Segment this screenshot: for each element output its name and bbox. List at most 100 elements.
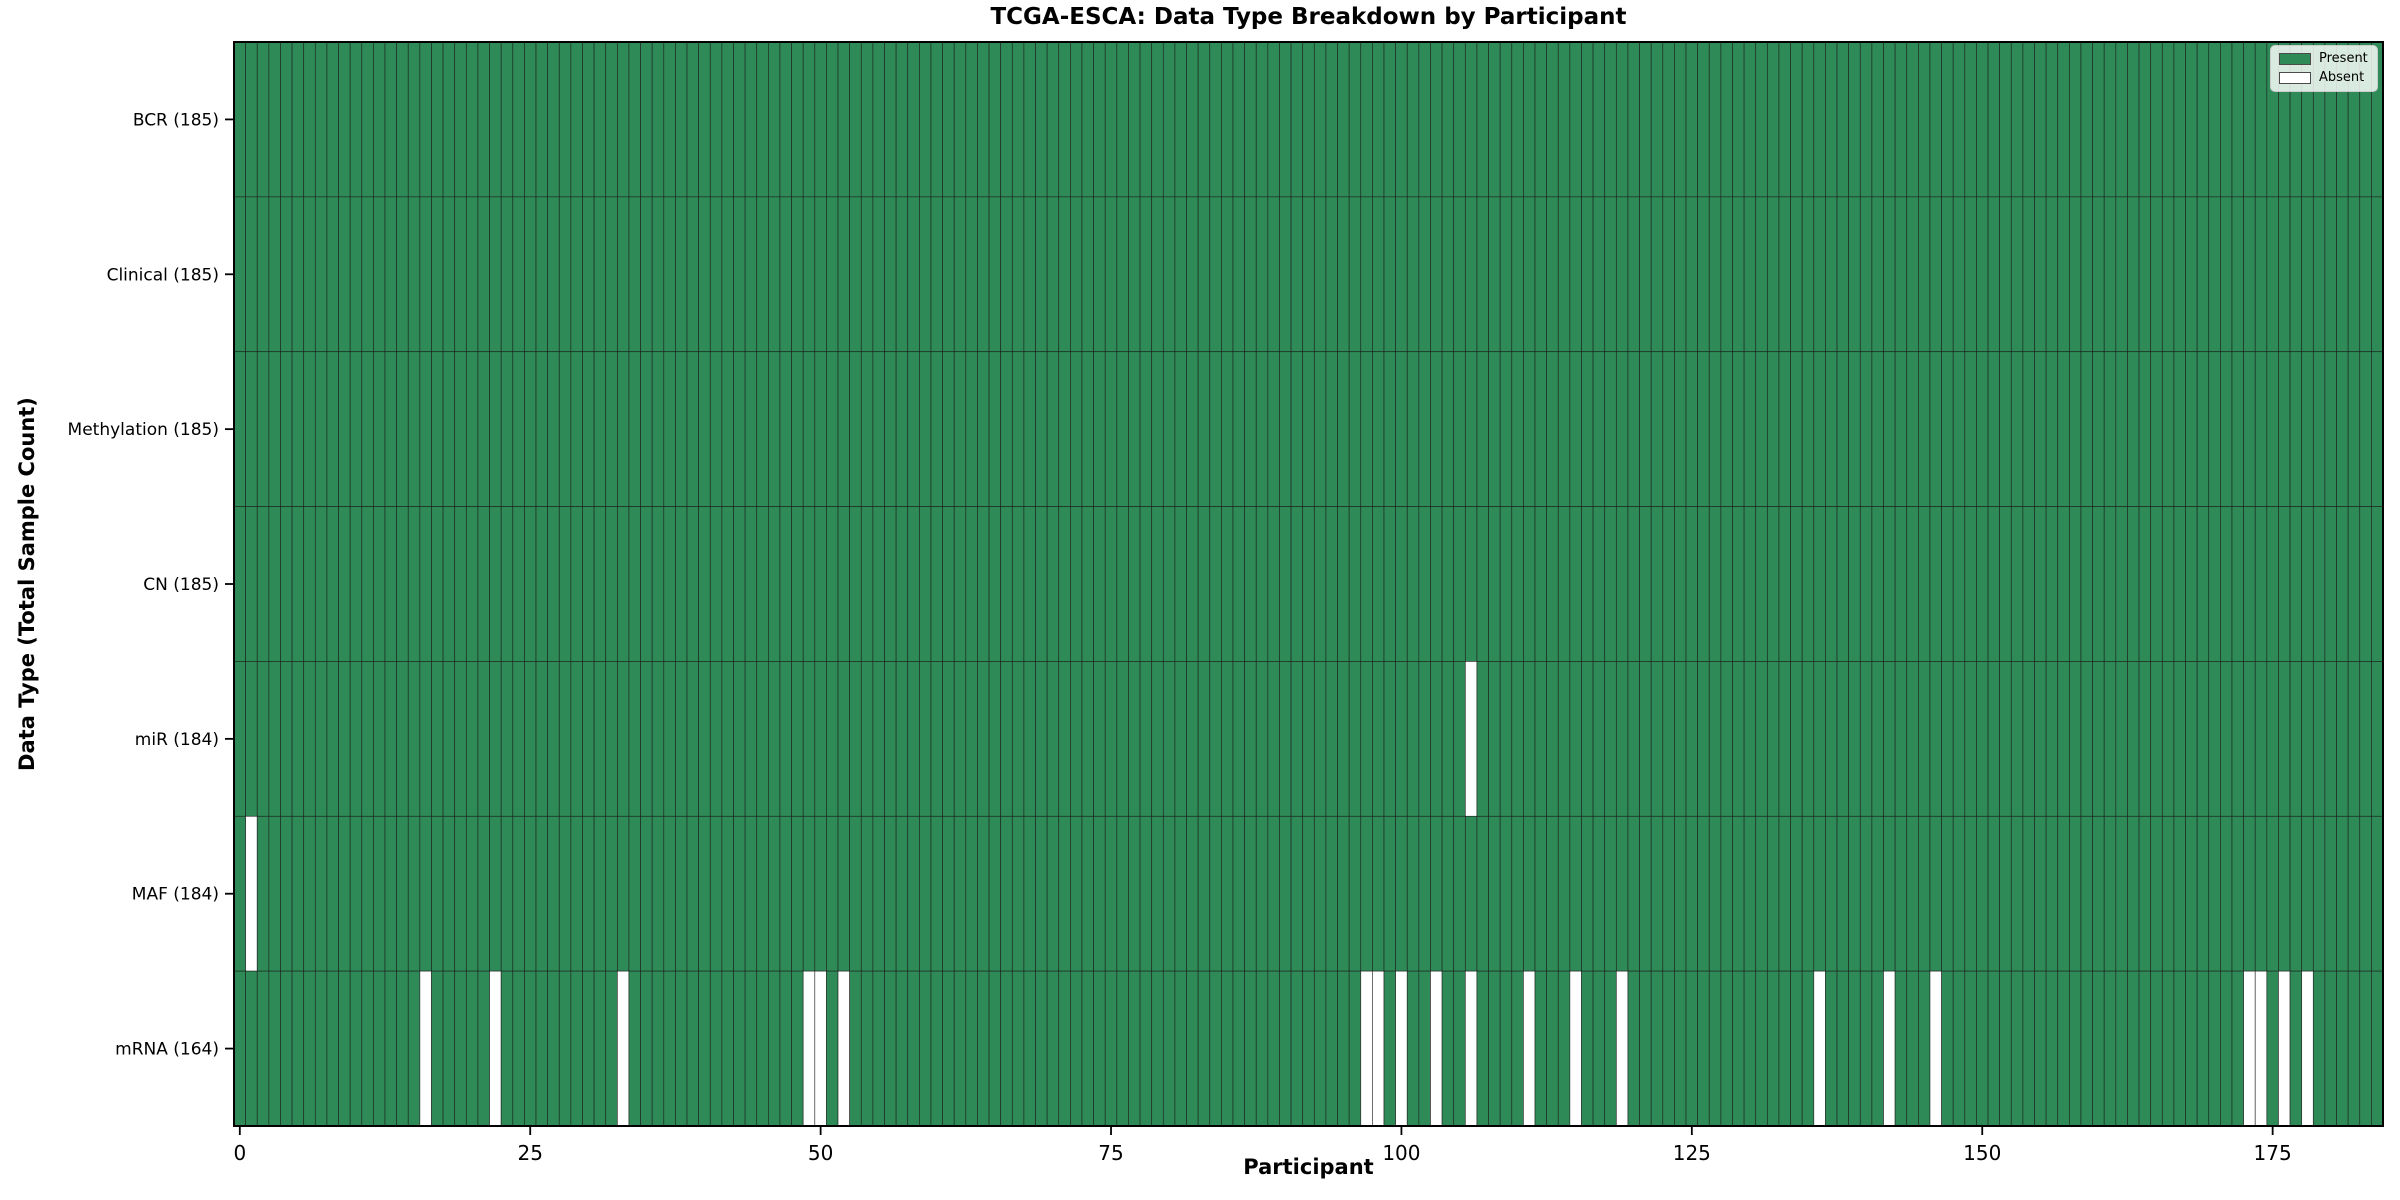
cell-present <box>1999 970 2012 1127</box>
legend-swatch-absent <box>2279 72 2311 84</box>
cell-present <box>256 661 270 817</box>
cell-present <box>2231 196 2244 353</box>
cell-present <box>2034 351 2047 507</box>
cell-present <box>2010 506 2024 662</box>
cell-present <box>2045 661 2059 817</box>
cell-present <box>1093 196 1106 353</box>
cell-present <box>1732 815 1745 972</box>
cell-present <box>2196 815 2210 972</box>
cell-present <box>233 351 246 507</box>
cell-present <box>442 661 456 817</box>
cell-present <box>2161 41 2175 198</box>
cell-present <box>1162 506 1176 662</box>
cell-present <box>477 815 490 972</box>
cell-present <box>907 196 920 353</box>
cell-present <box>1441 661 1455 817</box>
cell-present <box>245 970 258 1127</box>
cell-present <box>1104 506 1118 662</box>
cell-present <box>1162 351 1176 507</box>
cell-present <box>1232 351 1245 507</box>
cell-present <box>419 506 432 662</box>
cell-present <box>1244 196 1257 353</box>
cell-present <box>1743 351 1757 507</box>
cell-present <box>582 351 595 507</box>
cell-present <box>454 41 467 198</box>
cell-present <box>1685 970 1699 1127</box>
cell-present <box>1313 661 1327 817</box>
cell-present <box>675 506 688 662</box>
cell-present <box>802 815 816 972</box>
cell-present <box>1674 815 1687 972</box>
cell-present <box>953 41 967 198</box>
cell-present <box>1464 506 1478 662</box>
cell-present <box>1255 41 1269 198</box>
cell-present <box>280 41 293 198</box>
cell-present <box>268 506 281 662</box>
cell-present <box>245 661 258 817</box>
cell-present <box>1639 41 1652 198</box>
cell-present <box>1209 351 1222 507</box>
cell-present <box>245 41 258 198</box>
cell-present <box>1093 815 1106 972</box>
cell-present <box>1116 815 1129 972</box>
cell-present <box>1476 506 1489 662</box>
cell-present <box>651 41 665 198</box>
cell-present <box>2301 815 2314 972</box>
cell-present <box>1859 970 1873 1127</box>
cell-present <box>1511 351 1524 507</box>
cell-present <box>1232 815 1245 972</box>
cell-present <box>373 970 386 1127</box>
cell-present <box>2208 815 2221 972</box>
cell-present <box>2220 196 2233 353</box>
cell-present <box>2185 661 2198 817</box>
cell-present <box>767 970 781 1127</box>
cell-present <box>1813 661 1826 817</box>
cell-present <box>1662 815 1675 972</box>
cell-present <box>1743 196 1757 353</box>
cell-present <box>2312 506 2326 662</box>
cell-present <box>2115 506 2128 662</box>
cell-present <box>1128 815 1141 972</box>
cell-present <box>2034 815 2047 972</box>
cell-present <box>338 970 351 1127</box>
cell-present <box>663 196 676 353</box>
cell-present <box>1325 815 1338 972</box>
cell-present <box>535 661 548 817</box>
cell-present <box>1627 661 1640 817</box>
cell-present <box>1360 661 1373 817</box>
cell-present <box>2254 815 2268 972</box>
cell-present <box>1209 41 1222 198</box>
cell-present <box>907 815 920 972</box>
cell-present <box>698 970 711 1127</box>
cell-present <box>1302 661 1315 817</box>
cell-present <box>1372 41 1385 198</box>
cell-present <box>651 506 665 662</box>
cell-present <box>1244 506 1257 662</box>
cell-present <box>640 970 653 1127</box>
cell-present <box>233 815 246 972</box>
cell-present <box>291 970 305 1127</box>
cell-present <box>1894 351 1908 507</box>
cell-present <box>524 351 537 507</box>
cell-present <box>1813 815 1826 972</box>
cell-present <box>1279 506 1292 662</box>
cell-present <box>303 41 316 198</box>
cell-present <box>1976 970 1989 1127</box>
cell-present <box>1325 351 1338 507</box>
cell-present <box>1302 815 1315 972</box>
cell-present <box>512 970 525 1127</box>
cell-present <box>326 506 339 662</box>
cell-present <box>1778 815 1791 972</box>
cell-present <box>1453 196 1466 353</box>
cell-present <box>2254 351 2268 507</box>
cell-present <box>500 196 514 353</box>
cell-present <box>1615 506 1629 662</box>
cell-present <box>2057 661 2070 817</box>
cell-present <box>942 41 955 198</box>
cell-present <box>1987 351 2001 507</box>
cell-present <box>1883 506 1896 662</box>
cell-present <box>1418 41 1431 198</box>
cell-present <box>1162 196 1176 353</box>
cell-present <box>1650 41 1664 198</box>
cell-present <box>1430 41 1443 198</box>
